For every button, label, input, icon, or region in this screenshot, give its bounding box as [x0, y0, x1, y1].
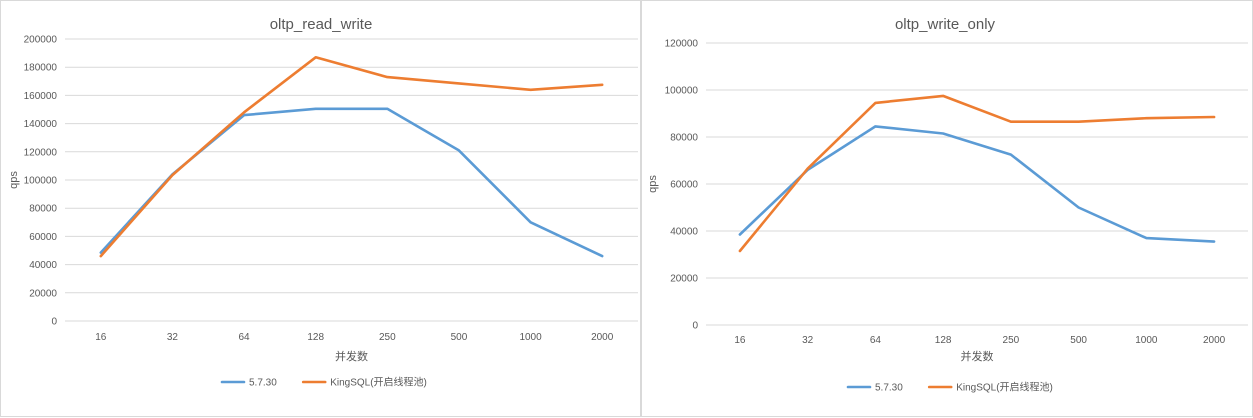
- x-tick-label: 250: [1003, 335, 1020, 346]
- y-tick-label: 160000: [24, 91, 58, 102]
- y-tick-label: 60000: [670, 180, 698, 191]
- y-axis-title: qps: [8, 171, 20, 189]
- x-axis-title: 并发数: [961, 349, 994, 363]
- x-tick-label: 32: [802, 335, 814, 346]
- chart-panel-read-write: oltp_read_write 0 20000 40000 60000 80000 1000…: [0, 0, 641, 417]
- x-tick-label: 16: [95, 332, 107, 343]
- y-tick-label: 80000: [29, 204, 57, 215]
- series-line-kingsql: [99, 55, 604, 258]
- chart-title: oltp_write_only: [895, 16, 996, 33]
- y-tick-label: 40000: [29, 260, 57, 271]
- x-tick-label: 2000: [1203, 335, 1226, 346]
- x-tick-label: 1000: [519, 332, 542, 343]
- y-tick-label: 20000: [670, 274, 698, 285]
- legend-label: 5.7.30: [875, 383, 903, 394]
- y-tick-label: 120000: [665, 39, 699, 50]
- y-tick-label: 80000: [670, 133, 698, 144]
- chart-title: oltp_read_write: [270, 16, 373, 33]
- x-tick-label: 500: [451, 332, 468, 343]
- y-tick-label: 100000: [665, 86, 699, 97]
- x-tick-label: 32: [167, 332, 179, 343]
- x-tick-label: 128: [935, 335, 952, 346]
- x-tick-label: 1000: [1135, 335, 1158, 346]
- y-tick-label: 100000: [24, 176, 58, 187]
- y-tick-label: 40000: [670, 227, 698, 238]
- x-tick-label: 250: [379, 332, 396, 343]
- series-line-mysql-5-7-30: [99, 107, 604, 258]
- y-tick-label: 140000: [24, 119, 58, 130]
- y-axis-title: qps: [647, 175, 659, 193]
- x-tick-label: 500: [1070, 335, 1087, 346]
- chart-panel-write-only: oltp_write_only 0 20000 40000 60000 80000 1000…: [641, 0, 1253, 417]
- y-tick-label: 200000: [24, 35, 58, 46]
- y-tick-label: 20000: [29, 288, 57, 299]
- x-axis-title: 并发数: [335, 349, 368, 363]
- y-tick-label: 180000: [24, 63, 58, 74]
- legend-label: KingSQL(开启线程池): [330, 376, 427, 389]
- x-tick-label: 2000: [591, 332, 614, 343]
- chart-oltp-read-write: oltp_read_write 0 20000 40000 60000 80000 1000…: [8, 16, 638, 389]
- y-tick-label: 0: [692, 321, 698, 332]
- y-tick-label: 0: [51, 317, 57, 328]
- x-tick-label: 128: [307, 332, 324, 343]
- series-line-mysql-5-7-30: [738, 125, 1216, 243]
- chart-oltp-write-only: oltp_write_only 0 20000 40000 60000 80000 1000…: [647, 16, 1248, 394]
- x-tick-label: 64: [870, 335, 882, 346]
- x-tick-label: 64: [239, 332, 251, 343]
- legend-label: 5.7.30: [249, 378, 277, 389]
- y-tick-label: 120000: [24, 147, 58, 158]
- series-line-kingsql: [738, 94, 1216, 253]
- y-tick-label: 60000: [29, 232, 57, 243]
- x-tick-label: 16: [734, 335, 746, 346]
- legend-label: KingSQL(开启线程池): [956, 381, 1053, 394]
